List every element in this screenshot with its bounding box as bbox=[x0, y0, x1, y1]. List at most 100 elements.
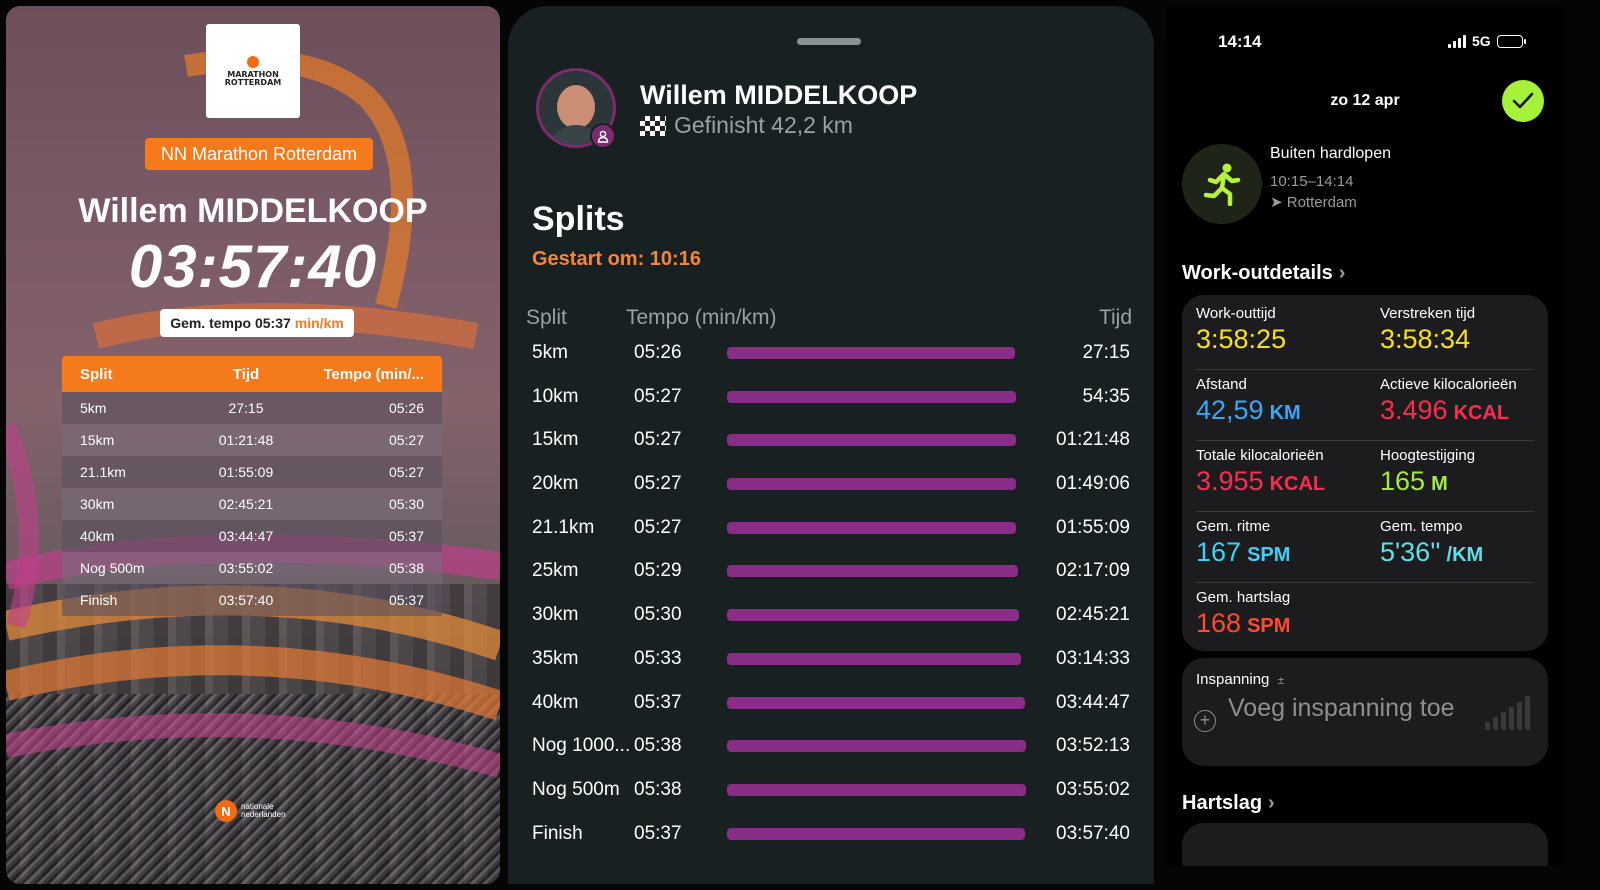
race-name-badge: NN Marathon Rotterdam bbox=[145, 138, 373, 170]
metric-unit: KCAL bbox=[1453, 402, 1510, 424]
header-tempo: Tempo (min/km) bbox=[626, 306, 777, 329]
poster-cell-tijd: 01:21:48 bbox=[218, 432, 274, 448]
pace-bar bbox=[727, 740, 1026, 753]
header-split: Split bbox=[526, 306, 567, 329]
metric-value-line: 3:58:34 bbox=[1380, 324, 1550, 355]
add-effort-button[interactable]: Voeg inspanning toe bbox=[1228, 694, 1455, 722]
split-time: 01:49:06 bbox=[1056, 473, 1130, 495]
metric-value: 165 bbox=[1380, 466, 1426, 496]
sheet-drag-handle[interactable] bbox=[797, 38, 861, 45]
metric-value: 3:58:34 bbox=[1380, 324, 1471, 354]
metric-value-line: 167 SPM bbox=[1196, 537, 1366, 568]
nn-logo-mark bbox=[247, 55, 259, 68]
metric-label: Verstreken tijd bbox=[1380, 305, 1476, 322]
split-label: 40km bbox=[532, 691, 579, 713]
workout-metrics-card[interactable]: Work-outtijd 3:58:25 Verstreken tijd 3:58:3… bbox=[1182, 295, 1548, 651]
split-pace: 05:37 bbox=[634, 822, 682, 844]
split-row: Nog 1000... 05:38 03:52:13 bbox=[508, 727, 1154, 771]
metric-actieve-kilocalorie-n: Actieve kilocalorieën 3.496 KCAL bbox=[1380, 376, 1550, 426]
split-pace: 05:27 bbox=[634, 385, 682, 407]
split-row: 5km 05:26 27:15 bbox=[508, 334, 1154, 378]
split-row: 20km 05:27 01:49:06 bbox=[508, 465, 1154, 509]
header-split: Split bbox=[80, 365, 113, 383]
poster-table-header: Split Tijd Tempo (min/... bbox=[62, 356, 442, 392]
poster-cell-split: 30km bbox=[80, 496, 115, 512]
metric-gem-tempo: Gem. tempo 5'36''/KM bbox=[1380, 518, 1550, 568]
splits-table-body: 5km 05:26 27:15 10km 05:27 54:35 15km 05:27 01:2… bbox=[508, 334, 1154, 858]
heart-rate-link[interactable]: Hartslag › bbox=[1182, 792, 1275, 815]
chevron-right-icon: › bbox=[1338, 262, 1346, 284]
metric-label: Gem. hartslag bbox=[1196, 589, 1291, 606]
poster-cell-tijd: 27:15 bbox=[228, 400, 264, 416]
start-time: Gestart om: 10:16 bbox=[532, 248, 701, 270]
pace-bar bbox=[727, 609, 1019, 622]
header-tempo: Tempo (min/... bbox=[323, 365, 424, 383]
metric-value: 5'36'' bbox=[1380, 537, 1441, 567]
poster-cell-tempo: 05:27 bbox=[388, 432, 424, 448]
effort-label: Inspanning ± bbox=[1196, 671, 1284, 688]
activity-time-range: 10:15–14:14 bbox=[1270, 173, 1354, 190]
poster-cell-tempo: 05:30 bbox=[388, 496, 424, 512]
sponsor-text-2: nederlanden bbox=[241, 810, 286, 819]
split-pace: 05:27 bbox=[634, 516, 682, 538]
poster-table-row: Finish 03:57:40 05:37 bbox=[62, 584, 442, 616]
network-label: 5G bbox=[1472, 33, 1491, 49]
metric-value-line: 168 SPM bbox=[1196, 608, 1366, 639]
split-pace: 05:37 bbox=[634, 691, 682, 713]
poster-table-row: 21.1km 01:55:09 05:27 bbox=[62, 456, 442, 488]
metric-value-line: 165 M bbox=[1380, 466, 1550, 497]
finish-time: 03:57:40 bbox=[128, 233, 378, 300]
heart-rate-title: Hartslag bbox=[1182, 792, 1263, 814]
metric-totale-kilocalorie-n: Totale kilocalorieën 3.955 KCAL bbox=[1196, 447, 1366, 497]
poster-cell-tijd: 03:44:47 bbox=[218, 528, 274, 544]
metric-divider bbox=[1196, 582, 1534, 583]
checkered-flag-icon bbox=[640, 115, 666, 136]
add-circle-icon: + bbox=[1194, 710, 1216, 732]
header-tijd: Tijd bbox=[232, 365, 260, 383]
pace-bar bbox=[727, 521, 1016, 534]
split-row: 10km 05:27 54:35 bbox=[508, 378, 1154, 422]
metric-unit: /KM bbox=[1446, 544, 1484, 566]
heart-rate-card[interactable] bbox=[1182, 823, 1548, 866]
metric-unit: SPM bbox=[1247, 544, 1291, 566]
split-label: Finish bbox=[532, 822, 583, 844]
metric-value: 42,59 bbox=[1196, 395, 1264, 425]
activity-location: ➤ Rotterdam bbox=[1270, 193, 1357, 211]
workout-details-screen: 14:14 5G zo 12 apr Buiten hardlopen 10:1… bbox=[1166, 6, 1564, 866]
metric-value-line: 3.955 KCAL bbox=[1196, 466, 1366, 497]
effort-bars-icon bbox=[1485, 696, 1530, 730]
runner-name: Willem MIDDELKOOP bbox=[640, 80, 918, 110]
effort-label-text: Inspanning bbox=[1196, 671, 1270, 688]
pace-bar bbox=[727, 347, 1015, 359]
pace-bar bbox=[727, 827, 1025, 840]
poster-cell-split: 40km bbox=[80, 528, 115, 544]
metric-value-line: 3.496 KCAL bbox=[1380, 395, 1550, 426]
pace-bar bbox=[727, 390, 1016, 403]
pace-bar bbox=[727, 652, 1021, 665]
metric-value: 3.496 bbox=[1380, 395, 1448, 425]
activity-title: Buiten hardlopen bbox=[1270, 145, 1391, 162]
marathon-logo: MARATHON ROTTERDAM bbox=[206, 24, 300, 118]
split-pace: 05:38 bbox=[634, 778, 682, 800]
poster-table-row: Nog 500m 03:55:02 05:38 bbox=[62, 552, 442, 584]
effort-card[interactable]: Inspanning ± + Voeg inspanning toe bbox=[1182, 658, 1548, 766]
poster-table-row: 30km 02:45:21 05:30 bbox=[62, 488, 442, 520]
pace-bar bbox=[727, 478, 1016, 491]
average-pace-pill: Gem. tempo 05:37 min/km bbox=[160, 309, 354, 337]
split-label: 21.1km bbox=[532, 516, 595, 538]
split-pace: 05:27 bbox=[634, 473, 682, 495]
metric-verstreken-tijd: Verstreken tijd 3:58:34 bbox=[1380, 305, 1550, 355]
pace-bar bbox=[727, 434, 1016, 447]
split-time: 27:15 bbox=[1082, 342, 1130, 363]
logo-line-2: ROTTERDAM bbox=[224, 77, 282, 87]
workout-details-title: Work-outdetails bbox=[1182, 262, 1333, 284]
workout-details-link[interactable]: Work-outdetails › bbox=[1182, 262, 1345, 285]
metric-label: Hoogtestijging bbox=[1380, 447, 1476, 464]
split-row: Nog 500m 05:38 03:55:02 bbox=[508, 771, 1154, 815]
metric-afstand: Afstand 42,59 KM bbox=[1196, 376, 1366, 426]
done-check-button[interactable] bbox=[1502, 80, 1544, 122]
pace-bar bbox=[727, 696, 1025, 709]
split-pace: 05:30 bbox=[634, 604, 682, 626]
split-pace: 05:29 bbox=[634, 560, 682, 582]
metric-divider bbox=[1196, 369, 1534, 370]
